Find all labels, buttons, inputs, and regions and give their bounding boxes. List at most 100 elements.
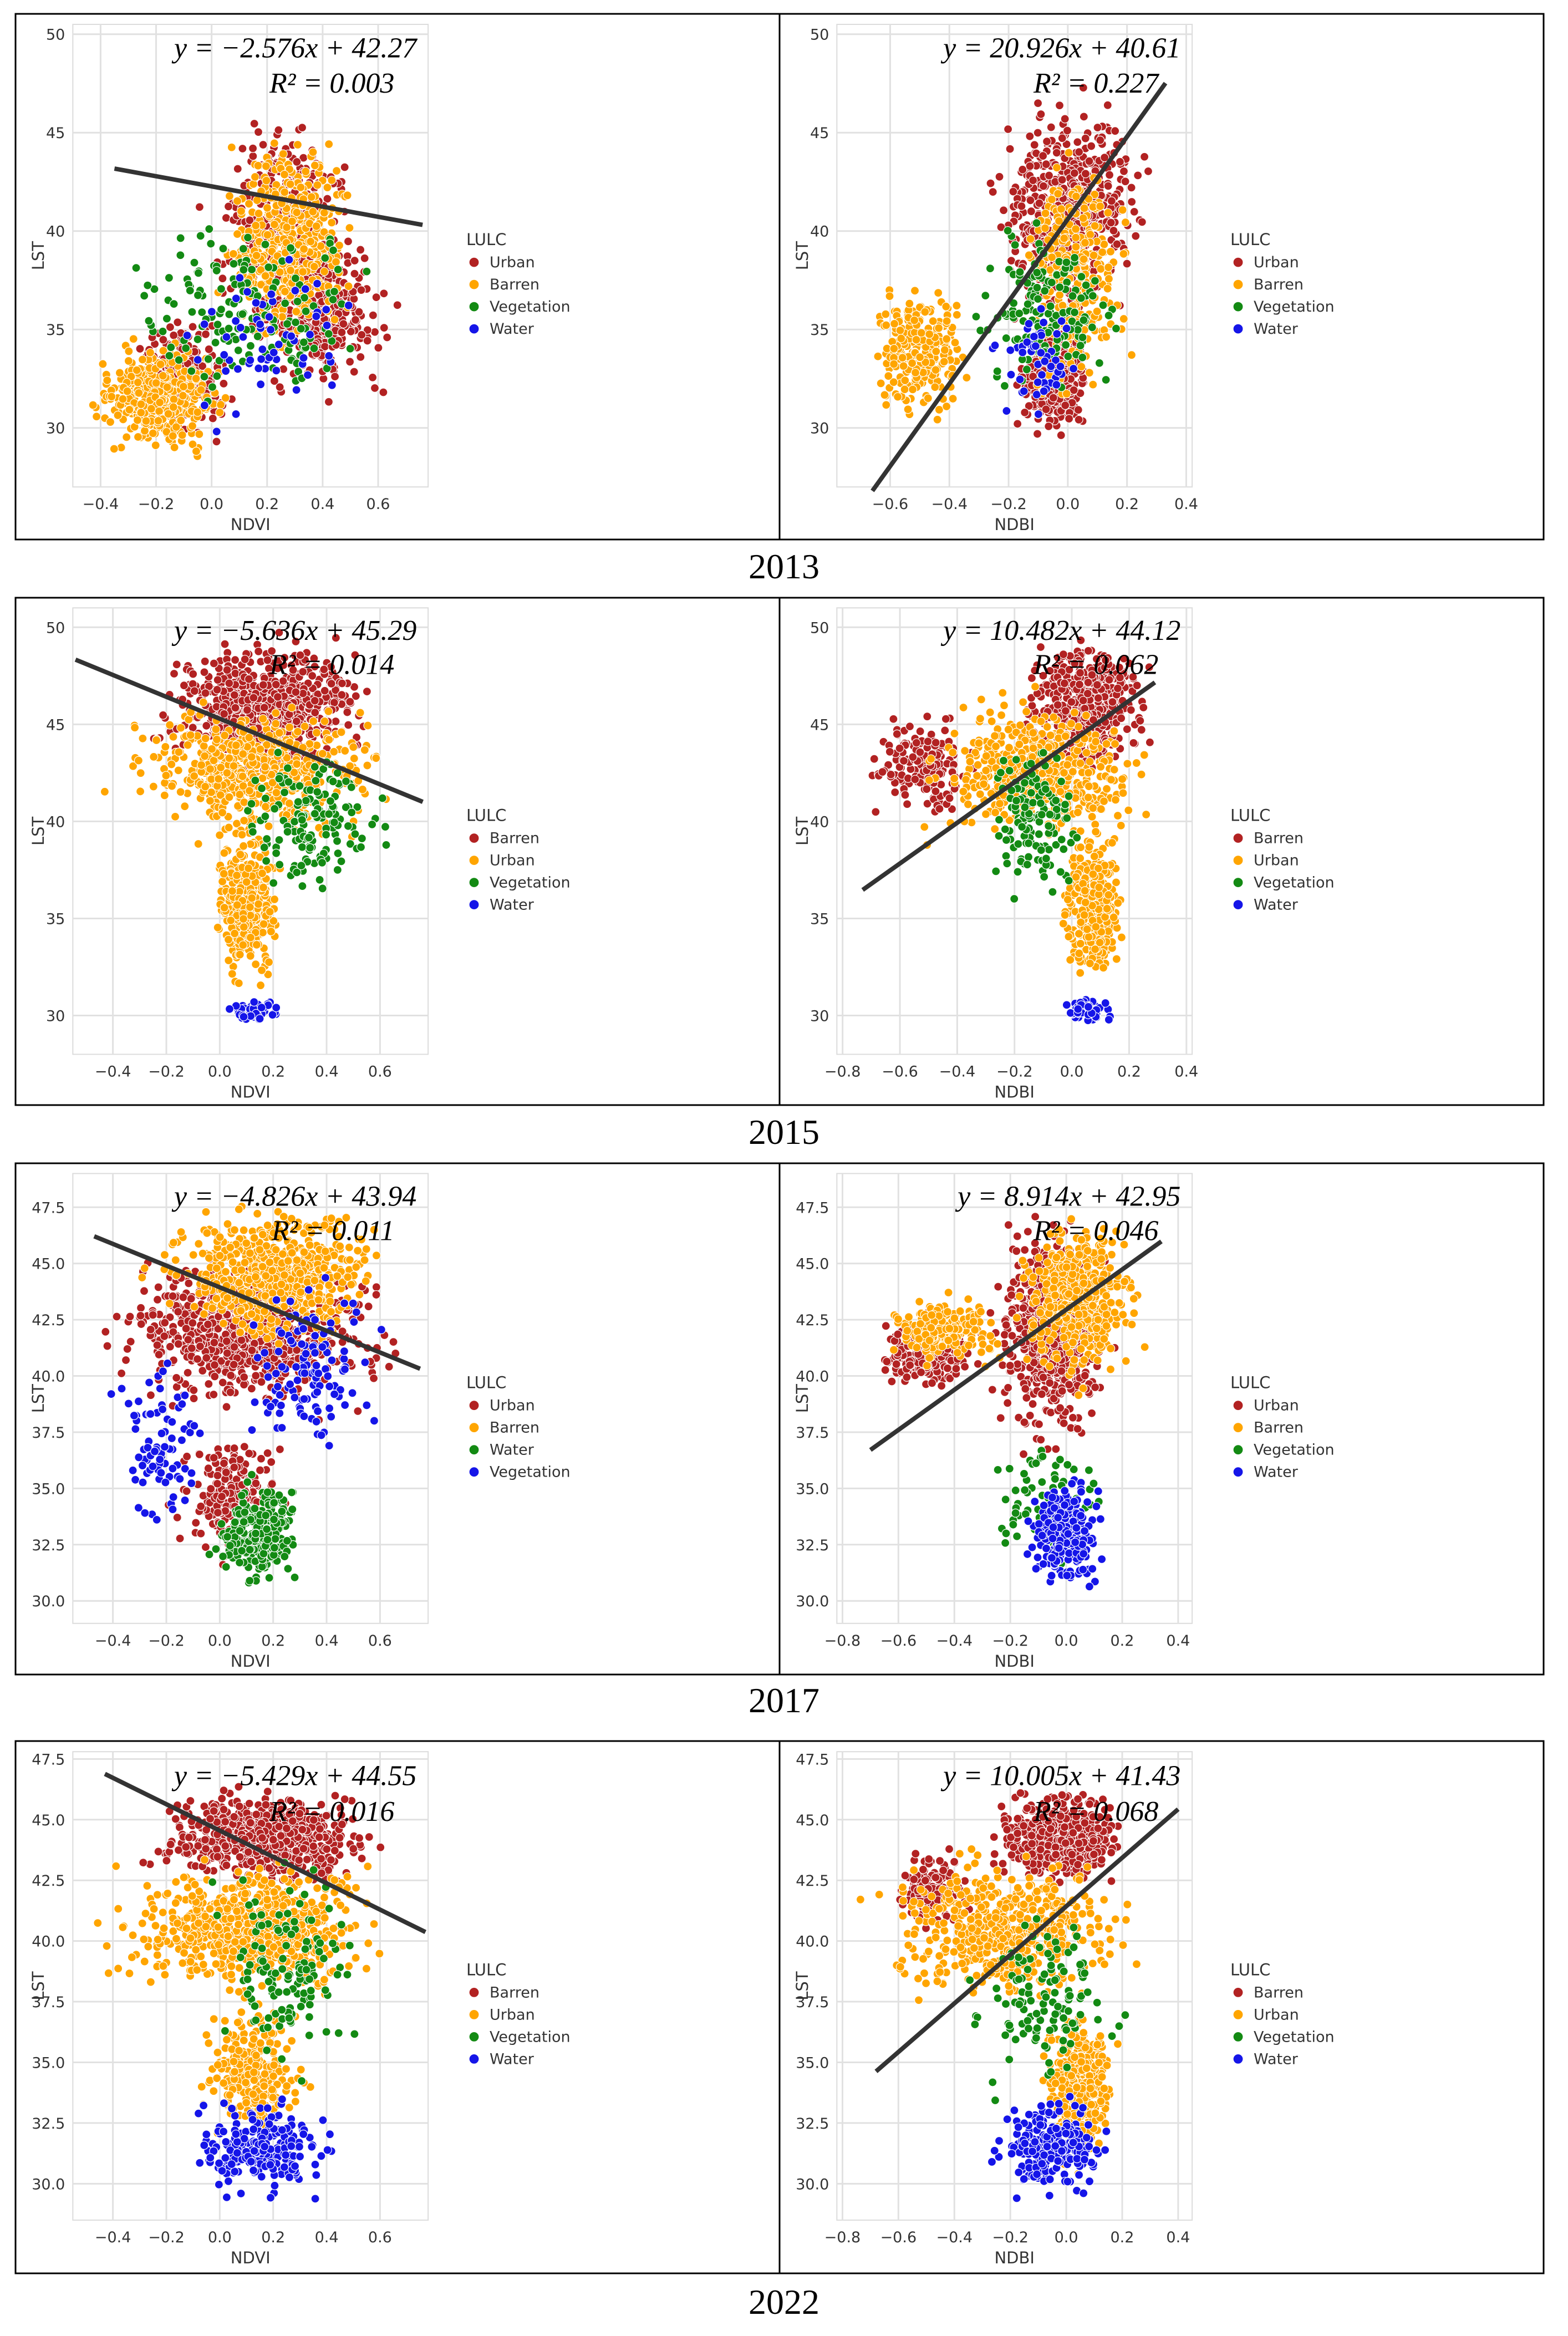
data-point	[218, 274, 227, 283]
data-point	[151, 378, 161, 388]
data-point	[350, 256, 359, 266]
data-point	[1090, 276, 1100, 286]
data-point	[992, 367, 1002, 376]
data-point	[115, 368, 125, 378]
x-tick-label: 0.4	[310, 496, 334, 513]
data-point	[222, 332, 231, 342]
data-point	[999, 206, 1009, 215]
data-point	[236, 206, 246, 216]
data-point	[258, 680, 268, 690]
data-point	[291, 688, 301, 697]
data-point	[280, 187, 289, 197]
scatter-points	[100, 628, 391, 1024]
data-point	[1076, 293, 1086, 303]
data-point	[154, 416, 163, 425]
data-point	[1089, 251, 1098, 260]
data-point	[231, 703, 240, 712]
data-point	[256, 380, 266, 389]
data-point	[190, 686, 199, 696]
data-point	[247, 265, 257, 274]
data-point	[334, 241, 344, 250]
data-point	[928, 317, 938, 326]
data-point	[1064, 148, 1073, 157]
data-point	[1133, 171, 1143, 180]
r-squared-label: R² = 0.003	[269, 68, 394, 99]
data-point	[889, 319, 899, 329]
data-point	[917, 328, 926, 338]
data-point	[1118, 205, 1127, 215]
data-point	[220, 709, 229, 719]
data-point	[327, 679, 336, 689]
scatter-panel-2013-ndbi: −0.6 −0.4 −0.2 0.0 0.2 0.43035404550NDBILSTy …	[778, 13, 1545, 541]
data-point	[1057, 175, 1067, 185]
data-point	[167, 760, 176, 769]
data-point	[1081, 281, 1091, 290]
data-point	[164, 409, 173, 419]
data-point	[1041, 208, 1050, 218]
legend-entry-urban: Urban	[490, 254, 535, 271]
data-point	[1071, 242, 1081, 252]
data-point	[140, 426, 150, 436]
data-point	[1040, 286, 1050, 296]
data-point	[1101, 332, 1111, 342]
data-point	[939, 357, 949, 367]
data-point	[1068, 364, 1078, 373]
y-tick-label: 30	[46, 420, 65, 437]
data-point	[1040, 223, 1050, 233]
data-point	[233, 345, 243, 355]
data-point	[124, 347, 134, 356]
data-point	[221, 366, 231, 376]
data-point	[254, 208, 263, 218]
data-point	[169, 732, 178, 742]
data-point	[216, 400, 226, 410]
data-point	[211, 725, 221, 734]
data-point	[1062, 389, 1071, 399]
data-point	[1104, 170, 1114, 180]
data-point	[1103, 181, 1113, 191]
data-point	[1061, 400, 1070, 410]
data-point	[1078, 213, 1088, 223]
x-tick-label: 0.0	[1056, 496, 1080, 513]
data-point	[268, 297, 277, 306]
data-point	[942, 317, 951, 326]
data-point	[1047, 252, 1057, 262]
data-point	[216, 305, 226, 314]
data-point	[173, 318, 182, 327]
data-point	[1056, 362, 1065, 371]
legend-marker	[469, 301, 480, 312]
data-point	[220, 639, 230, 649]
data-point	[363, 336, 372, 345]
data-point	[256, 280, 266, 289]
data-point	[171, 423, 181, 432]
legend-entry-barren: Barren	[490, 276, 539, 293]
data-point	[941, 302, 951, 311]
data-point	[313, 180, 322, 190]
data-point	[356, 245, 365, 255]
data-point	[207, 382, 217, 392]
data-point	[971, 312, 981, 322]
data-point	[1122, 259, 1132, 268]
x-tick-label: −0.6	[872, 496, 909, 513]
data-point	[1017, 201, 1026, 211]
data-point	[136, 769, 145, 778]
data-point	[995, 172, 1004, 181]
data-point	[327, 175, 337, 185]
data-point	[1018, 348, 1027, 357]
data-point	[216, 790, 225, 800]
data-point	[1109, 226, 1118, 236]
data-point	[310, 696, 319, 705]
data-point	[1046, 302, 1055, 311]
data-point	[250, 172, 260, 182]
data-point	[185, 286, 195, 296]
data-point	[350, 315, 360, 325]
data-point	[155, 398, 165, 407]
data-point	[261, 161, 271, 171]
data-point	[224, 823, 233, 832]
data-point	[363, 721, 373, 730]
data-point	[1015, 309, 1024, 318]
x-tick-label: 0.4	[1174, 496, 1198, 513]
data-point	[256, 745, 265, 754]
data-point	[309, 262, 319, 271]
data-point	[165, 351, 174, 360]
